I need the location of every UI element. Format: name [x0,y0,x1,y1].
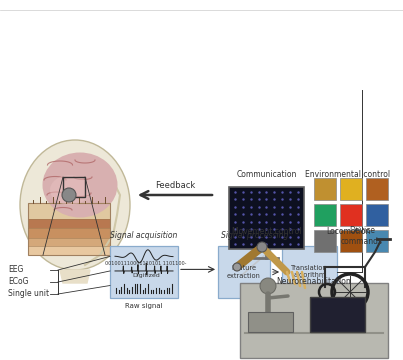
Ellipse shape [20,140,130,270]
Text: EEG: EEG [8,266,23,275]
Bar [28,219,110,229]
Bar [28,238,110,246]
Bar [366,204,388,226]
Bar [28,203,110,255]
Text: Raw signal: Raw signal [125,303,163,309]
Bar [229,187,304,249]
Bar [63,177,85,197]
Bar [314,204,336,226]
Circle shape [257,242,267,252]
Bar [28,229,110,238]
Ellipse shape [42,153,118,217]
Text: Communication: Communication [237,170,297,179]
Circle shape [260,278,276,294]
Bar [110,246,178,298]
Text: ECoG: ECoG [8,278,29,287]
Bar [340,204,362,226]
Text: Feedback: Feedback [155,180,195,189]
Polygon shape [60,270,90,283]
Bar [240,283,388,358]
Bar [28,246,110,255]
Text: Feature
extraction: Feature extraction [227,266,261,279]
Text: Environmental control: Environmental control [305,170,391,179]
Text: Single unit: Single unit [8,289,49,298]
Bar [282,246,337,298]
Text: Digitized: Digitized [132,273,160,278]
Text: Movement control: Movement control [232,228,302,237]
Text: Signal acquisition: Signal acquisition [110,231,178,240]
Text: Neurorehabilitation: Neurorehabilitation [276,278,351,287]
Circle shape [233,263,241,271]
Bar [314,178,336,200]
Bar [248,312,293,332]
Bar [310,297,365,332]
Bar [340,178,362,200]
Bar [314,230,336,252]
Bar [340,230,362,252]
Bar [366,230,388,252]
Text: Signal processing: Signal processing [221,231,289,240]
Text: Device
commands: Device commands [341,226,383,246]
Bar [28,203,110,219]
Bar [218,246,270,298]
Text: Translation
algorithm: Translation algorithm [291,266,328,279]
Circle shape [62,188,76,202]
Ellipse shape [50,175,90,205]
Bar [366,178,388,200]
Text: Locomotion: Locomotion [326,228,370,237]
Text: 001001110001110101 1101100-: 001001110001110101 1101100- [105,261,187,266]
